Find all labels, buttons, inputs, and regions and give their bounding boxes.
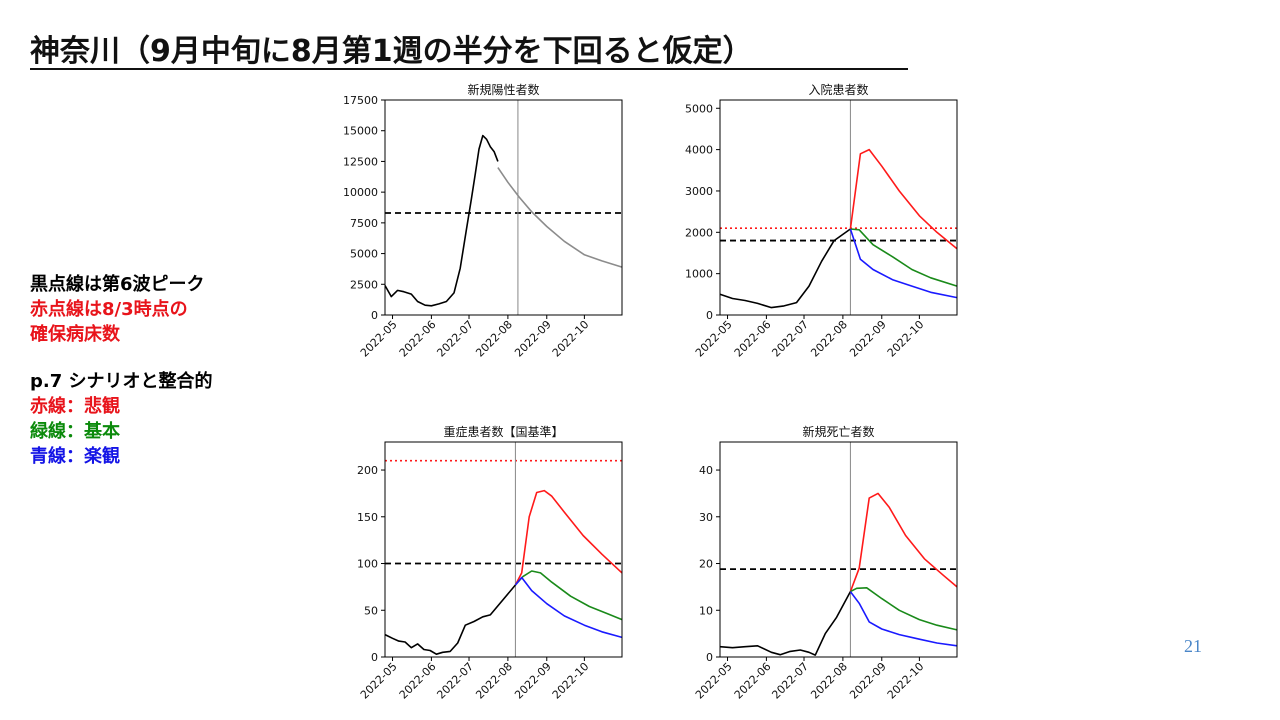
note-scenario: p.7 シナリオと整合的	[30, 371, 213, 392]
x-tick-label: 2022-06	[732, 318, 774, 360]
x-tick-label: 2022-07	[434, 318, 476, 360]
x-tick-label: 2022-09	[847, 660, 889, 702]
x-tick-label: 2022-06	[397, 318, 439, 360]
y-tick-label: 12500	[343, 155, 378, 168]
note-blue-line: 青線：楽観	[30, 446, 120, 467]
x-tick-label: 2022-08	[808, 318, 850, 360]
y-tick-label: 15000	[343, 125, 378, 138]
series-optimistic-line	[514, 576, 623, 639]
y-tick-label: 7500	[350, 217, 378, 230]
y-tick-label: 2000	[685, 226, 713, 239]
series-actual-line	[384, 584, 517, 655]
y-tick-label: 5000	[685, 102, 713, 115]
plot-frame	[384, 441, 623, 658]
series-pessimistic-line	[514, 489, 623, 586]
chart-title: 新規陽性者数	[467, 82, 539, 97]
y-tick-label: 10000	[343, 186, 378, 199]
series-projection-line	[497, 167, 623, 268]
y-tick-label: 1000	[685, 268, 713, 281]
y-tick-label: 10	[699, 604, 713, 617]
y-tick-label: 50	[364, 604, 378, 617]
x-tick-label: 2022-09	[512, 318, 554, 360]
series-actual-line	[719, 591, 852, 656]
x-tick-label: 2022-05	[358, 318, 400, 360]
y-tick-label: 100	[357, 558, 378, 571]
chart-hospitalized: 入院患者数 0 1000 2000 3000 4000 5000 2022-052022-06…	[685, 82, 958, 360]
y-tick-label: 30	[699, 511, 713, 524]
y-tick-label: 17500	[343, 94, 378, 107]
y-tick-label: 3000	[685, 185, 713, 198]
x-tick-label: 2022-10	[885, 318, 927, 360]
series-optimistic-line	[849, 591, 958, 647]
series-actual-line	[384, 134, 499, 307]
y-tick-label: 0	[371, 651, 378, 664]
y-tick-label: 0	[706, 309, 713, 322]
series-pessimistic-line	[849, 148, 958, 250]
x-tick-label: 2022-09	[847, 318, 889, 360]
x-tick-label: 2022-07	[769, 660, 811, 702]
y-tick-label: 5000	[350, 248, 378, 261]
chart-new-cases: 新規陽性者数 0 2500 5000 7500 10000 12500 15000 17500 2…	[343, 82, 623, 360]
x-tick-label: 2022-05	[358, 660, 400, 702]
note-red-line: 赤線：悲観	[30, 396, 120, 417]
plot-frame	[719, 441, 958, 658]
y-tick-label: 200	[357, 464, 378, 477]
x-tick-label: 2022-08	[473, 318, 515, 360]
page-number: 21	[1184, 636, 1202, 656]
x-tick-label: 2022-05	[693, 318, 735, 360]
y-tick-label: 2500	[350, 278, 378, 291]
x-tick-label: 2022-10	[885, 660, 927, 702]
y-tick-label: 4000	[685, 144, 713, 157]
y-tick-label: 150	[357, 511, 378, 524]
series-baseline-line	[514, 570, 623, 621]
title-underline	[30, 68, 908, 70]
y-tick-label: 0	[706, 651, 713, 664]
series-actual-line	[719, 228, 851, 309]
chart-severe-cases: 重症患者数【国基準】0501001502002022-052022-062022…	[357, 424, 623, 702]
note-red-dotted-line1: 赤点線は8/3時点の	[30, 299, 188, 320]
y-tick-label: 0	[371, 309, 378, 322]
legend-notes: 黒点線は第6波ピーク 赤点線は8/3時点の 確保病床数 p.7 シナリオと整合的…	[30, 272, 213, 469]
note-red-dotted-line2: 確保病床数	[30, 324, 120, 345]
chart-new-deaths: 新規死亡者数0102030402022-052022-062022-072022…	[693, 424, 958, 702]
x-tick-label: 2022-10	[550, 318, 592, 360]
series-baseline-line	[850, 587, 958, 631]
x-tick-label: 2022-07	[434, 660, 476, 702]
chart-title: 入院患者数	[808, 82, 868, 97]
x-tick-label: 2022-06	[732, 660, 774, 702]
page-title: 神奈川（9月中旬に8月第1週の半分を下回ると仮定）	[30, 34, 753, 69]
x-tick-label: 2022-06	[397, 660, 439, 702]
x-tick-label: 2022-08	[808, 660, 850, 702]
x-tick-label: 2022-08	[473, 660, 515, 702]
plot-frame	[384, 99, 623, 316]
x-tick-label: 2022-09	[512, 660, 554, 702]
x-tick-label: 2022-05	[693, 660, 735, 702]
series-optimistic-line	[849, 228, 958, 299]
x-tick-label: 2022-10	[550, 660, 592, 702]
note-green-line: 緑線：基本	[30, 421, 120, 442]
y-tick-label: 40	[699, 464, 713, 477]
notes-gap	[30, 347, 213, 369]
note-black-dotted: 黒点線は第6波ピーク	[30, 274, 205, 295]
series-pessimistic-line	[849, 492, 958, 592]
plot-frame	[719, 99, 958, 316]
series-baseline-line	[850, 228, 958, 287]
chart-title: 新規死亡者数	[802, 424, 874, 439]
x-tick-label: 2022-07	[769, 318, 811, 360]
chart-title: 重症患者数【国基準】	[443, 424, 563, 439]
y-tick-label: 20	[699, 558, 713, 571]
